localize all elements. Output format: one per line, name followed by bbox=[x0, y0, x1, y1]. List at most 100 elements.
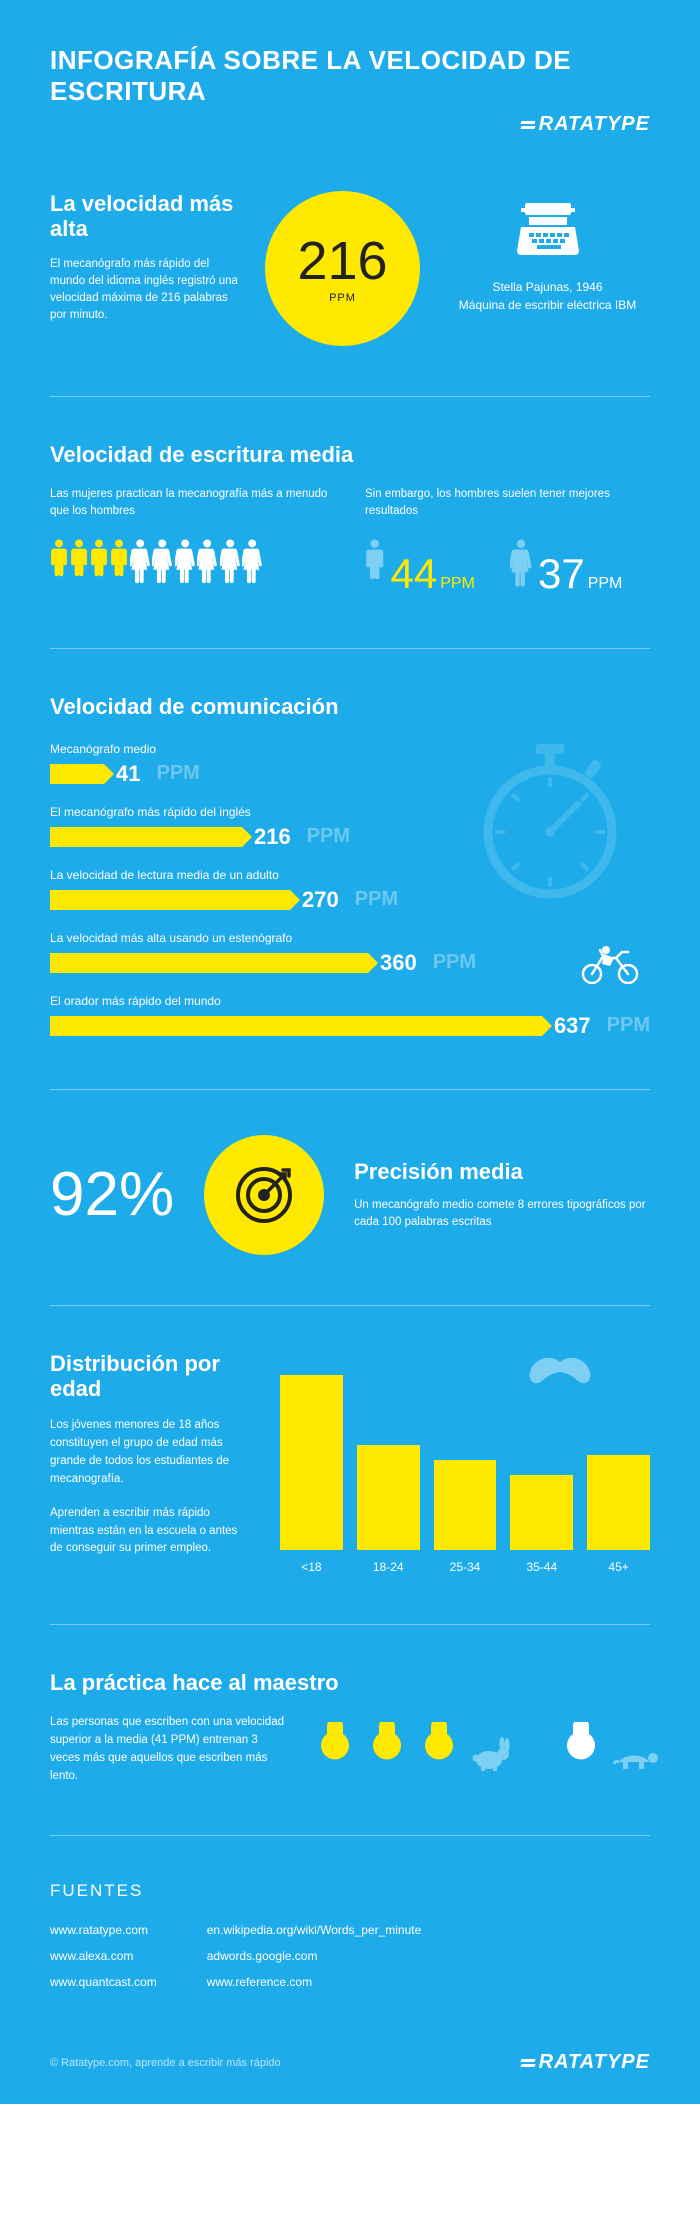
sources-col1: www.ratatype.com www.alexa.com www.quantca… bbox=[50, 1923, 157, 2001]
divider bbox=[50, 1835, 650, 1836]
divider bbox=[50, 1305, 650, 1306]
age-bar-col: 18-24 bbox=[357, 1445, 420, 1574]
bar-value: 637 bbox=[554, 1013, 591, 1039]
divider bbox=[50, 1624, 650, 1625]
brand-name: RATATYPE bbox=[539, 113, 650, 136]
kettlebell-icon bbox=[315, 1722, 355, 1777]
bar-item: El orador más rápido del mundo 637 PPM bbox=[50, 994, 650, 1039]
s5-title: Distribución por edad bbox=[50, 1351, 250, 1402]
brand-bars-icon bbox=[521, 2057, 535, 2069]
female-icon bbox=[510, 539, 532, 593]
divider bbox=[50, 1089, 650, 1090]
bar-value: 270 bbox=[302, 887, 339, 913]
bar bbox=[50, 1016, 542, 1036]
age-bar-col: 45+ bbox=[587, 1455, 650, 1574]
s1-caption-line1: Stella Pajunas, 1946 bbox=[445, 278, 650, 296]
male-person-icon bbox=[50, 539, 68, 590]
main-title: INFOGRAFÍA SOBRE LA VELOCIDAD DE ESCRITU… bbox=[50, 45, 650, 107]
age-bar bbox=[357, 1445, 420, 1550]
sources-title: FUENTES bbox=[50, 1881, 650, 1901]
bar-label: El orador más rápido del mundo bbox=[50, 994, 650, 1008]
male-person-icon bbox=[70, 539, 88, 590]
bar-unit: PPM bbox=[433, 951, 476, 974]
bar bbox=[50, 890, 290, 910]
section-highest-speed: La velocidad más alta El mecanógrafo más… bbox=[50, 191, 650, 346]
age-label: 45+ bbox=[608, 1560, 628, 1574]
female-unit: PPM bbox=[588, 575, 623, 593]
target-circle bbox=[204, 1135, 324, 1255]
s6-title: La práctica hace al maestro bbox=[50, 1670, 650, 1696]
male-unit: PPM bbox=[440, 575, 475, 593]
source-link: adwords.google.com bbox=[207, 1949, 422, 1963]
female-stat: 37PPM bbox=[510, 539, 622, 598]
speed-circle: 216 PPM bbox=[265, 191, 420, 346]
source-link: www.quantcast.com bbox=[50, 1975, 157, 1989]
s3-title: Velocidad de comunicación bbox=[50, 694, 650, 720]
bar-value: 216 bbox=[254, 824, 291, 850]
male-icon bbox=[365, 539, 385, 593]
bar-label: La velocidad de lectura media de un adul… bbox=[50, 868, 650, 882]
bar bbox=[50, 764, 104, 784]
age-bar bbox=[510, 1475, 573, 1550]
source-link: www.alexa.com bbox=[50, 1949, 157, 1963]
bar-unit: PPM bbox=[607, 1014, 650, 1037]
s2-right-text: Sin embargo, los hombres suelen tener me… bbox=[365, 486, 650, 521]
section-age-distribution: Distribución por edad Los jóvenes menore… bbox=[50, 1351, 650, 1574]
bar-item: La velocidad de lectura media de un adul… bbox=[50, 868, 650, 913]
bar-label: El mecanógrafo más rápido del inglés bbox=[50, 805, 650, 819]
speed-unit: PPM bbox=[329, 292, 356, 304]
male-person-icon bbox=[90, 539, 108, 590]
bar-label: La velocidad más alta usando un estenógr… bbox=[50, 931, 650, 945]
male-stat: 44PPM bbox=[365, 539, 475, 598]
s5-desc1: Los jóvenes menores de 18 años constituy… bbox=[50, 1417, 250, 1488]
people-icons-row bbox=[50, 539, 335, 590]
infographic-page: INFOGRAFÍA SOBRE LA VELOCIDAD DE ESCRITU… bbox=[0, 0, 700, 2104]
female-person-icon bbox=[152, 539, 172, 590]
male-value: 44 bbox=[391, 550, 438, 598]
s4-title: Precisión media bbox=[354, 1159, 650, 1185]
bar-value: 360 bbox=[380, 950, 417, 976]
kettlebell-icon bbox=[419, 1722, 459, 1777]
female-person-icon bbox=[197, 539, 217, 590]
brand-header: RATATYPE bbox=[50, 113, 650, 136]
s1-title: La velocidad más alta bbox=[50, 191, 240, 242]
source-link: www.reference.com bbox=[207, 1975, 422, 1989]
age-bar-col: 35-44 bbox=[510, 1475, 573, 1574]
female-person-icon bbox=[130, 539, 150, 590]
bar-unit: PPM bbox=[355, 888, 398, 911]
spacer bbox=[525, 1759, 549, 1777]
copyright: © Ratatype.com, aprende a escribir más r… bbox=[50, 2057, 281, 2069]
section-average-speed: Velocidad de escritura media Las mujeres… bbox=[50, 442, 650, 598]
bar-unit: PPM bbox=[156, 762, 199, 785]
female-value: 37 bbox=[538, 550, 585, 598]
age-bars-chart: <18 18-24 25-34 35-44 45+ bbox=[280, 1399, 650, 1574]
male-person-icon bbox=[110, 539, 128, 590]
target-icon bbox=[233, 1164, 295, 1226]
female-person-icon bbox=[175, 539, 195, 590]
section-sources: FUENTES www.ratatype.comwww.alexa.comwww… bbox=[50, 1881, 650, 2001]
s1-caption-line2: Máquina de escribir eléctrica IBM bbox=[445, 296, 650, 314]
s2-title: Velocidad de escritura media bbox=[50, 442, 650, 468]
turtle-icon bbox=[613, 1740, 659, 1777]
age-label: 18-24 bbox=[373, 1560, 404, 1574]
footer: © Ratatype.com, aprende a escribir más r… bbox=[50, 2051, 650, 2074]
brand-name-footer: RATATYPE bbox=[539, 2051, 650, 2074]
s2-left-text: Las mujeres practican la mecanografía má… bbox=[50, 486, 335, 521]
bar-value: 41 bbox=[116, 761, 140, 787]
female-person-icon bbox=[220, 539, 240, 590]
age-label: <18 bbox=[301, 1560, 321, 1574]
s6-desc: Las personas que escriben con una veloci… bbox=[50, 1714, 285, 1785]
brand-bars-icon bbox=[521, 119, 535, 131]
age-label: 25-34 bbox=[450, 1560, 481, 1574]
precision-pct: 92% bbox=[50, 1159, 174, 1230]
s5-desc2: Aprenden a escribir más rápido mientras … bbox=[50, 1505, 250, 1558]
age-bar-col: 25-34 bbox=[434, 1460, 497, 1574]
bar-item: El mecanógrafo más rápido del inglés 216… bbox=[50, 805, 650, 850]
typewriter-icon bbox=[515, 199, 581, 259]
source-link: www.ratatype.com bbox=[50, 1923, 157, 1937]
bar-unit: PPM bbox=[307, 825, 350, 848]
source-link: en.wikipedia.org/wiki/Words_per_minute bbox=[207, 1923, 422, 1937]
kettlebell-row bbox=[315, 1722, 659, 1777]
motorbike-icon bbox=[580, 944, 640, 984]
bar bbox=[50, 953, 368, 973]
